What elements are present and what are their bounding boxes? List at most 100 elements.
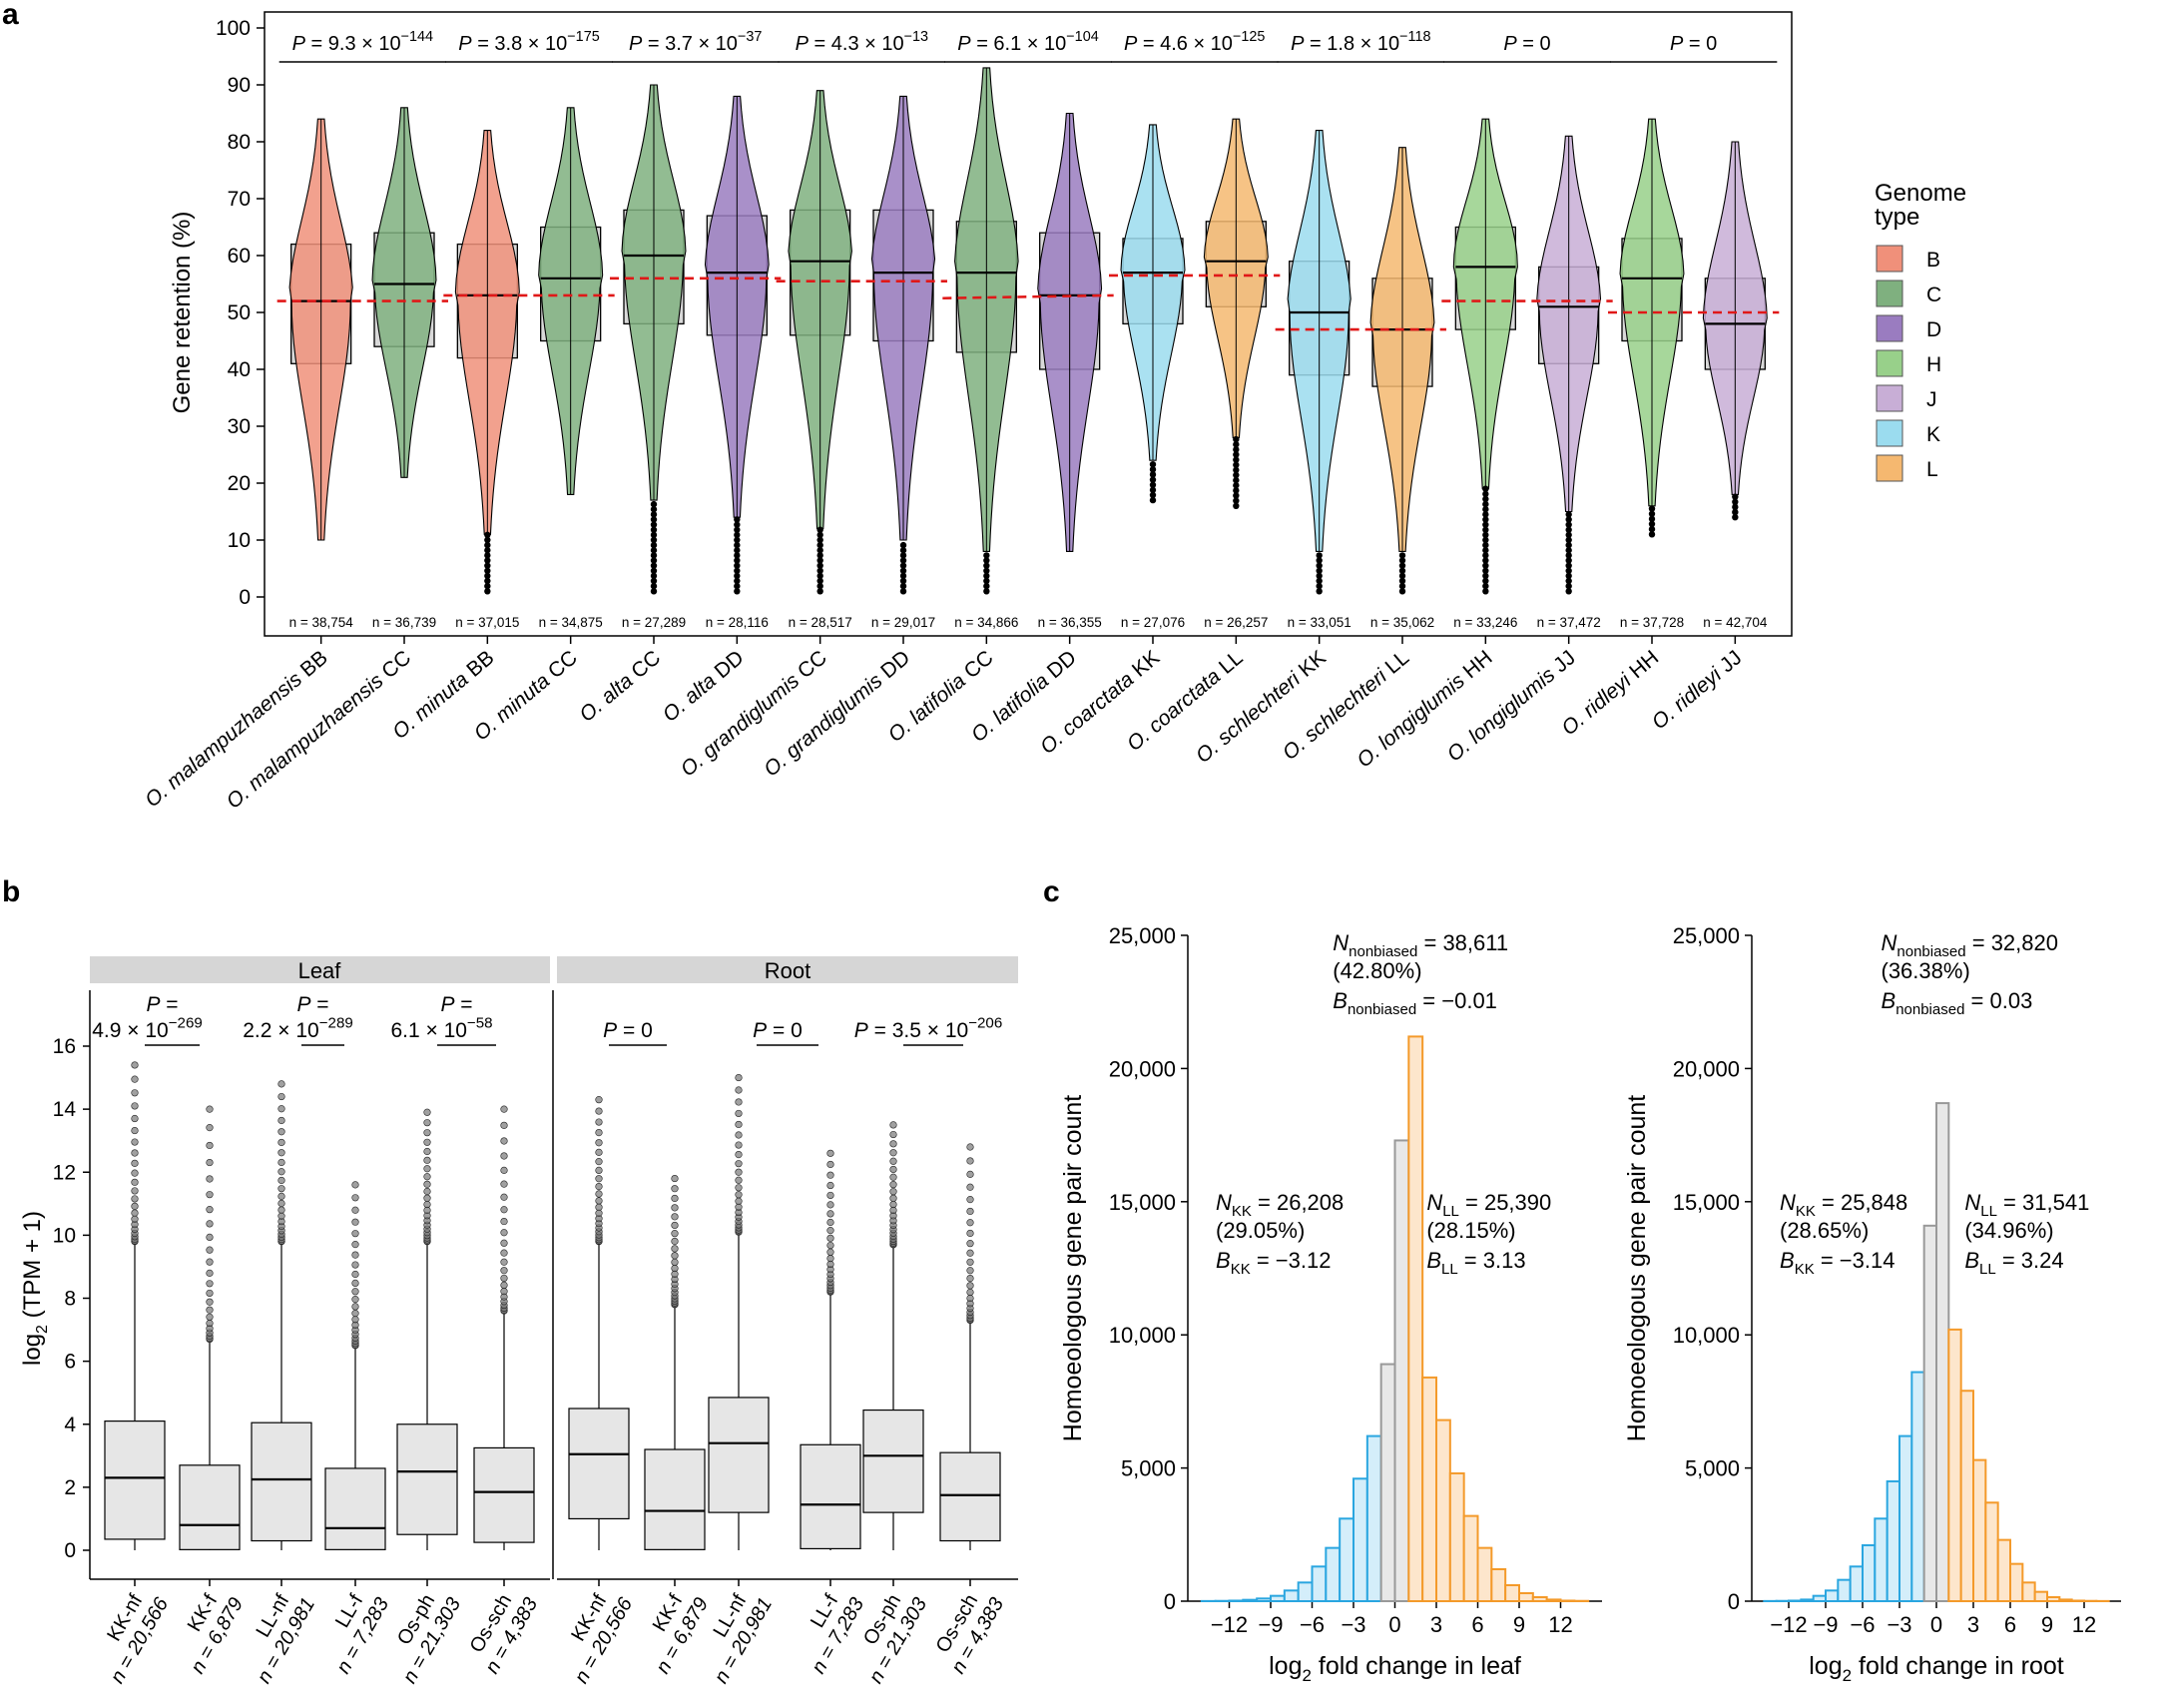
outlier-point (899, 572, 907, 580)
outlier-point (206, 1289, 214, 1298)
outlier-point (351, 1303, 359, 1311)
outlier-point (1149, 471, 1157, 478)
outlier-point (899, 547, 907, 554)
outlier-point (1233, 451, 1240, 458)
outlier-point (899, 541, 907, 549)
histogram-bar (1849, 1565, 1864, 1603)
outlier-point (1482, 562, 1489, 569)
facet-strip-root (557, 956, 1018, 983)
outlier-point (650, 531, 658, 539)
outlier-point (1565, 516, 1572, 523)
outlier-point (816, 572, 823, 580)
outlier-point (650, 562, 658, 569)
outlier-point (131, 1195, 139, 1203)
outlier-point (351, 1218, 359, 1226)
annotation-percent: (36.38%) (1882, 958, 1970, 983)
outlier-point (734, 531, 741, 539)
sample-size-label: n = 28,517 (789, 615, 852, 630)
outlier-point (650, 567, 658, 574)
outlier-point (595, 1190, 603, 1198)
x-tick-label: LL-fn = 7,283 (787, 1582, 868, 1678)
histogram-bar (1996, 1538, 2011, 1602)
outlier-point (351, 1251, 359, 1259)
histogram-bar (1339, 1517, 1354, 1602)
outlier-point (1316, 572, 1323, 580)
annotation-count: NLL = 25,390 (1426, 1190, 1551, 1220)
outlier-point (131, 1061, 139, 1069)
outlier-point (1316, 562, 1323, 569)
outlier-point (826, 1210, 834, 1218)
histogram-bar (1476, 1546, 1493, 1603)
outlier-point (1732, 493, 1739, 500)
outlier-point (484, 567, 491, 574)
y-tick-label: 6 (64, 1351, 76, 1374)
outlier-point (735, 1168, 743, 1176)
histogram-bar (1448, 1471, 1465, 1603)
annotation-bias: Bnonbiased = 0.03 (1882, 988, 2033, 1018)
outlier-point (500, 1229, 508, 1237)
p-value-label: P = 4.6 × 10−125 (1124, 29, 1265, 55)
sample-size-label: n = 34,866 (954, 615, 1018, 630)
outlier-point (277, 1092, 285, 1101)
outlier-point (1316, 557, 1323, 564)
histogram-bar (1788, 1599, 1803, 1603)
histogram-bar (1812, 1594, 1827, 1602)
x-tick-label: KK-fn = 6,879 (631, 1582, 713, 1678)
histogram-bar (1984, 1501, 1999, 1603)
annotation-percent: (34.96%) (1964, 1218, 2053, 1243)
outlier-point (500, 1281, 508, 1290)
outlier-point (734, 567, 741, 574)
outlier-point (131, 1075, 139, 1083)
iqr-box (396, 1423, 458, 1535)
iqr-box (939, 1451, 1001, 1542)
outlier-point (734, 547, 741, 554)
outlier-point (1482, 526, 1489, 533)
outlier-point (966, 1267, 974, 1275)
legend-label: L (1926, 458, 1938, 481)
outlier-point (1398, 582, 1406, 590)
outlier-point (1565, 511, 1572, 518)
outlier-point (595, 1203, 603, 1211)
y-tick-label: 8 (64, 1288, 76, 1311)
iqr-box (251, 1422, 312, 1542)
outlier-point (1648, 505, 1656, 512)
outlier-point (826, 1218, 834, 1227)
x-axis-label: log2 fold change in leaf (1269, 1652, 1521, 1685)
outlier-point (206, 1141, 214, 1150)
sample-size-label: n = 27,289 (622, 615, 686, 630)
panel-c-leaf-histogram: 0 5,000 10,000 15,000 20,000 25,000 −12 −9 −6 −3 0… (1059, 923, 1602, 1685)
p-value-label: P = 9.3 × 10−144 (292, 29, 433, 55)
outlier-point (734, 577, 741, 585)
legend-label: C (1926, 284, 1941, 306)
outlier-point (826, 1191, 834, 1200)
outlier-point (484, 547, 491, 554)
outlier-point (1233, 502, 1240, 509)
outlier-point (889, 1188, 897, 1196)
histogram-bar (1270, 1594, 1286, 1602)
outlier-point (734, 541, 741, 549)
outlier-point (816, 582, 823, 590)
outlier-point (734, 536, 741, 544)
outlier-point (816, 577, 823, 585)
outlier-point (735, 1098, 743, 1106)
sample-size-label: n = 33,246 (1453, 615, 1517, 630)
outlier-point (500, 1137, 508, 1145)
outlier-point (1398, 588, 1406, 595)
outlier-point (423, 1129, 431, 1137)
y-tick-label: 80 (228, 131, 251, 154)
annotation-percent: (28.65%) (1780, 1218, 1869, 1243)
outlier-point (1565, 531, 1572, 539)
outlier-point (423, 1119, 431, 1127)
outlier-point (1233, 456, 1240, 463)
histogram-bar (2033, 1590, 2048, 1602)
facet-label-root: Root (765, 958, 811, 983)
x-tick-label: Os-schn = 4,383 (460, 1582, 542, 1678)
outlier-point (206, 1306, 214, 1314)
outlier-point (423, 1187, 431, 1196)
p-value-label: P = 3.8 × 10−175 (458, 29, 599, 55)
x-tick-label: 0 (1930, 1612, 1942, 1637)
outlier-point (1233, 466, 1240, 474)
y-tick-label: 50 (228, 301, 251, 324)
p-value-label: P = 6.1 × 10−104 (957, 29, 1098, 55)
outlier-point (484, 552, 491, 559)
